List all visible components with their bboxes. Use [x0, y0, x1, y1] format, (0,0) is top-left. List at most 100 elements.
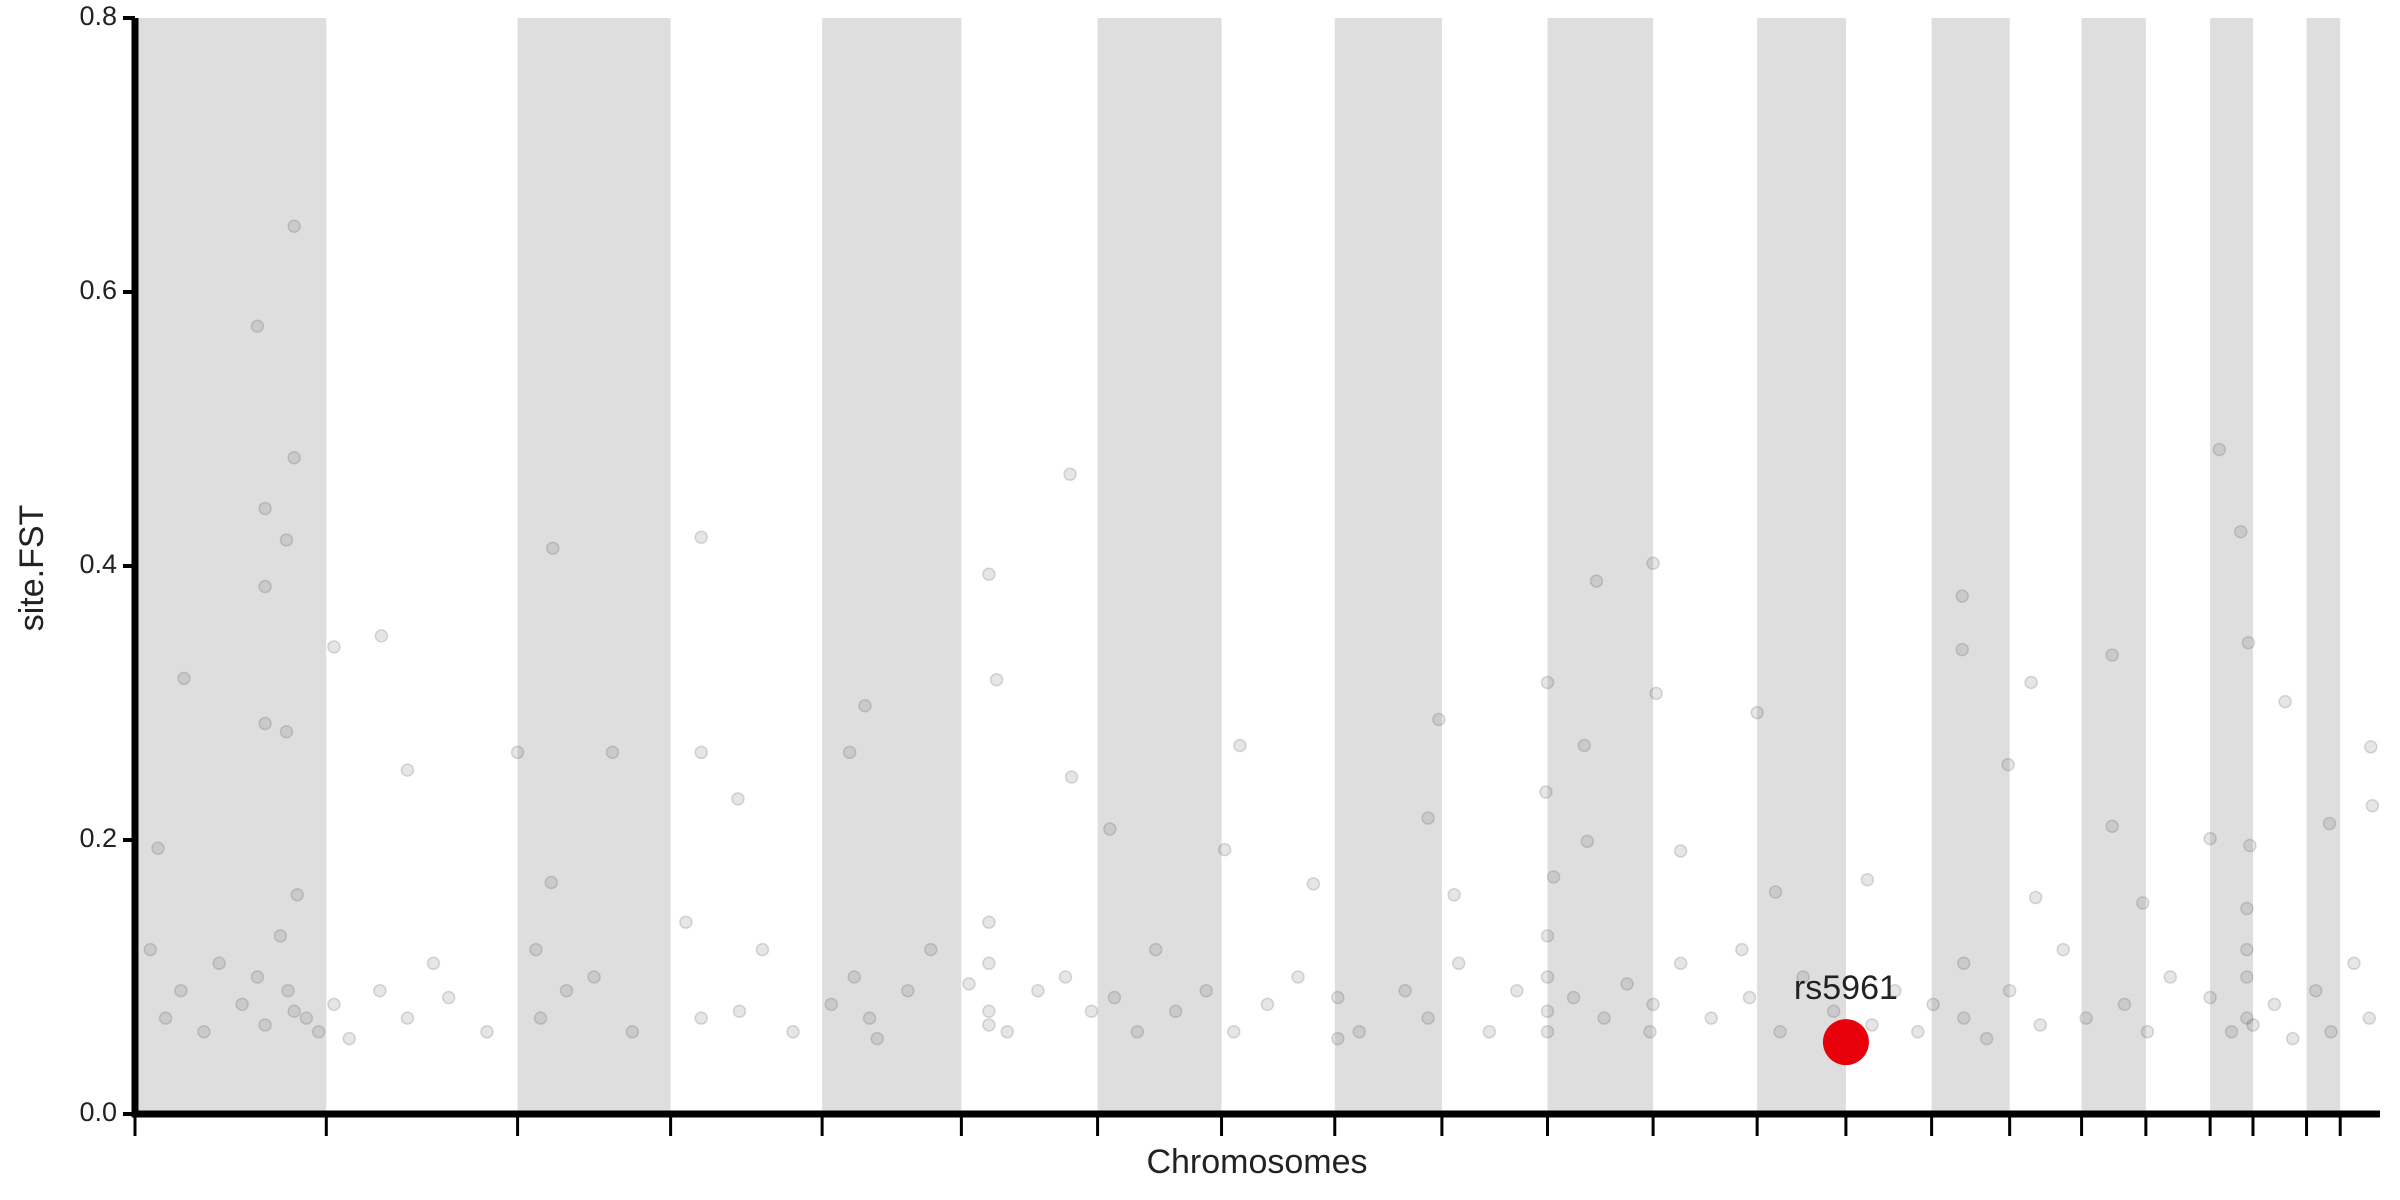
data-point	[1539, 785, 1553, 799]
data-point	[1432, 712, 1446, 727]
data-point	[2203, 831, 2217, 846]
data-point	[2286, 1031, 2300, 1046]
data-point	[1260, 997, 1275, 1012]
data-point	[2163, 970, 2178, 984]
data-point	[2278, 694, 2292, 709]
data-point	[327, 997, 341, 1012]
data-point	[2241, 635, 2256, 650]
data-point	[982, 956, 996, 971]
chromosome-band	[822, 18, 962, 1114]
data-point	[1084, 1004, 1099, 1018]
data-point	[281, 983, 295, 998]
data-point	[982, 915, 996, 929]
data-point	[1233, 738, 1247, 753]
data-point	[2240, 1011, 2254, 1025]
data-point	[1103, 822, 1117, 836]
data-point	[870, 1031, 884, 1046]
data-point	[982, 1004, 996, 1018]
data-point	[2105, 648, 2119, 662]
data-point	[2024, 675, 2038, 690]
data-point	[842, 745, 857, 760]
data-point	[400, 1011, 415, 1025]
data-point	[1646, 556, 1660, 571]
data-point	[1566, 990, 1581, 1005]
data-point	[1398, 983, 1412, 998]
highlight-point	[1822, 1019, 1869, 1066]
data-point	[2347, 956, 2361, 971]
data-point	[2212, 442, 2227, 457]
data-point	[2267, 997, 2282, 1012]
data-point	[1742, 990, 1757, 1005]
data-point	[1107, 990, 1122, 1005]
data-point	[862, 1011, 877, 1025]
data-point	[732, 1004, 747, 1018]
data-point	[1796, 970, 1810, 984]
data-point	[1064, 770, 1079, 784]
x-axis-label: Chromosomes	[1146, 1143, 1367, 1181]
data-point	[2322, 816, 2337, 831]
data-point	[2105, 819, 2119, 834]
data-point	[290, 888, 304, 902]
data-point	[1546, 870, 1561, 884]
data-point	[143, 942, 158, 957]
data-point	[731, 792, 745, 806]
data-point	[1865, 1018, 1879, 1032]
chromosome-band	[1334, 18, 1442, 1114]
chromosome-band	[1547, 18, 1654, 1114]
data-point	[1979, 1031, 1994, 1046]
data-point	[177, 671, 191, 686]
data-point	[529, 942, 543, 957]
data-point	[1643, 1025, 1657, 1039]
data-point	[299, 1011, 314, 1025]
data-point	[1031, 983, 1045, 998]
data-point	[2001, 757, 2015, 772]
chromosome-band	[2081, 18, 2146, 1114]
data-point	[1291, 970, 1305, 984]
chromosome-band	[2306, 18, 2341, 1114]
data-point	[1331, 990, 1345, 1005]
data-point	[174, 983, 188, 998]
data-point	[1649, 686, 1663, 701]
data-point	[1130, 1025, 1145, 1039]
data-point	[441, 990, 456, 1005]
data-point	[1926, 997, 1940, 1012]
data-point	[1058, 970, 1073, 984]
data-point	[533, 1011, 548, 1025]
data-point	[2140, 1025, 2155, 1039]
data-point	[1589, 574, 1604, 588]
data-point	[342, 1031, 356, 1046]
data-point	[1860, 872, 1875, 887]
annotation-label: rs5961	[1794, 969, 1898, 1007]
data-point	[158, 1011, 173, 1025]
data-point	[426, 956, 441, 971]
data-point	[287, 1004, 301, 1018]
data-point	[1704, 1011, 1718, 1025]
data-point	[258, 716, 272, 731]
data-point	[989, 672, 1004, 687]
data-point	[1510, 983, 1524, 998]
data-point	[2308, 983, 2323, 998]
data-point	[1580, 834, 1595, 849]
data-point	[587, 970, 601, 984]
data-point	[1956, 956, 1971, 971]
data-point	[924, 942, 938, 957]
data-point	[694, 530, 708, 544]
data-point	[1148, 942, 1163, 957]
data-point	[2033, 1018, 2048, 1032]
data-point	[2364, 740, 2378, 754]
data-point	[1956, 1011, 1971, 1025]
data-point	[786, 1025, 800, 1039]
data-point	[546, 541, 560, 555]
data-point	[2002, 983, 2017, 998]
data-point	[374, 629, 389, 643]
data-point	[1352, 1025, 1367, 1039]
data-point	[1735, 942, 1749, 957]
data-point	[1673, 844, 1688, 858]
data-point	[480, 1025, 494, 1039]
data-point	[1540, 675, 1555, 690]
data-point	[1911, 1025, 1925, 1039]
y-tick-label: 0.6	[79, 275, 117, 305]
data-point	[1482, 1025, 1497, 1039]
data-point	[824, 997, 839, 1012]
data-point	[1768, 885, 1783, 899]
